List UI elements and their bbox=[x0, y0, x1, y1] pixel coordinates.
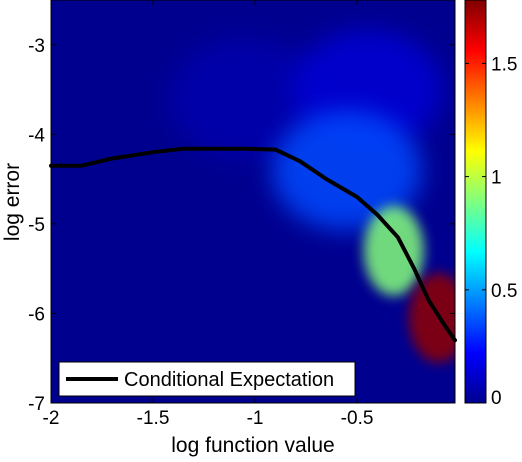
y-tick-label: -6 bbox=[28, 304, 45, 325]
legend-label-conditional-expectation: Conditional Expectation bbox=[124, 369, 334, 391]
x-tick-label: -1.5 bbox=[137, 408, 170, 429]
colorbar-tick-label: 0.5 bbox=[491, 281, 517, 302]
colorbar-tick-label: 1 bbox=[491, 168, 502, 189]
y-tick-label: -5 bbox=[28, 215, 45, 236]
colorbar-ticks: 0 0.5 1 1.5 bbox=[465, 54, 517, 409]
x-tick-label: -0.5 bbox=[341, 408, 374, 429]
x-tick-label: -1 bbox=[247, 408, 264, 429]
density-blob bbox=[271, 110, 422, 231]
density-blob bbox=[408, 272, 455, 363]
colorbar: 0 0.5 1 1.5 bbox=[464, 0, 517, 409]
plot-frame bbox=[50, 0, 456, 404]
x-tick-label: -2 bbox=[43, 408, 60, 429]
colorbar-gradient bbox=[464, 0, 487, 404]
plot-area bbox=[49, 0, 457, 404]
density-blob bbox=[363, 205, 424, 296]
density-blob bbox=[169, 38, 320, 159]
series-line-conditional-expectation bbox=[49, 146, 457, 343]
colorbar-tick-label: 0 bbox=[491, 388, 502, 409]
y-axis-label: log error bbox=[1, 163, 24, 241]
legend: Conditional Expectation bbox=[58, 361, 356, 397]
y-tick-label: -7 bbox=[28, 394, 45, 415]
density-heatmap bbox=[169, 29, 455, 363]
x-axis-label: log function value bbox=[171, 434, 334, 457]
y-tick-label: -3 bbox=[28, 36, 45, 57]
y-tick-label: -4 bbox=[28, 125, 45, 146]
x-axis: -2 -1.5 -1 -0.5 bbox=[43, 0, 374, 429]
colorbar-tick-label: 1.5 bbox=[491, 54, 517, 75]
y-axis: -7 -6 -5 -4 -3 bbox=[28, 36, 455, 415]
